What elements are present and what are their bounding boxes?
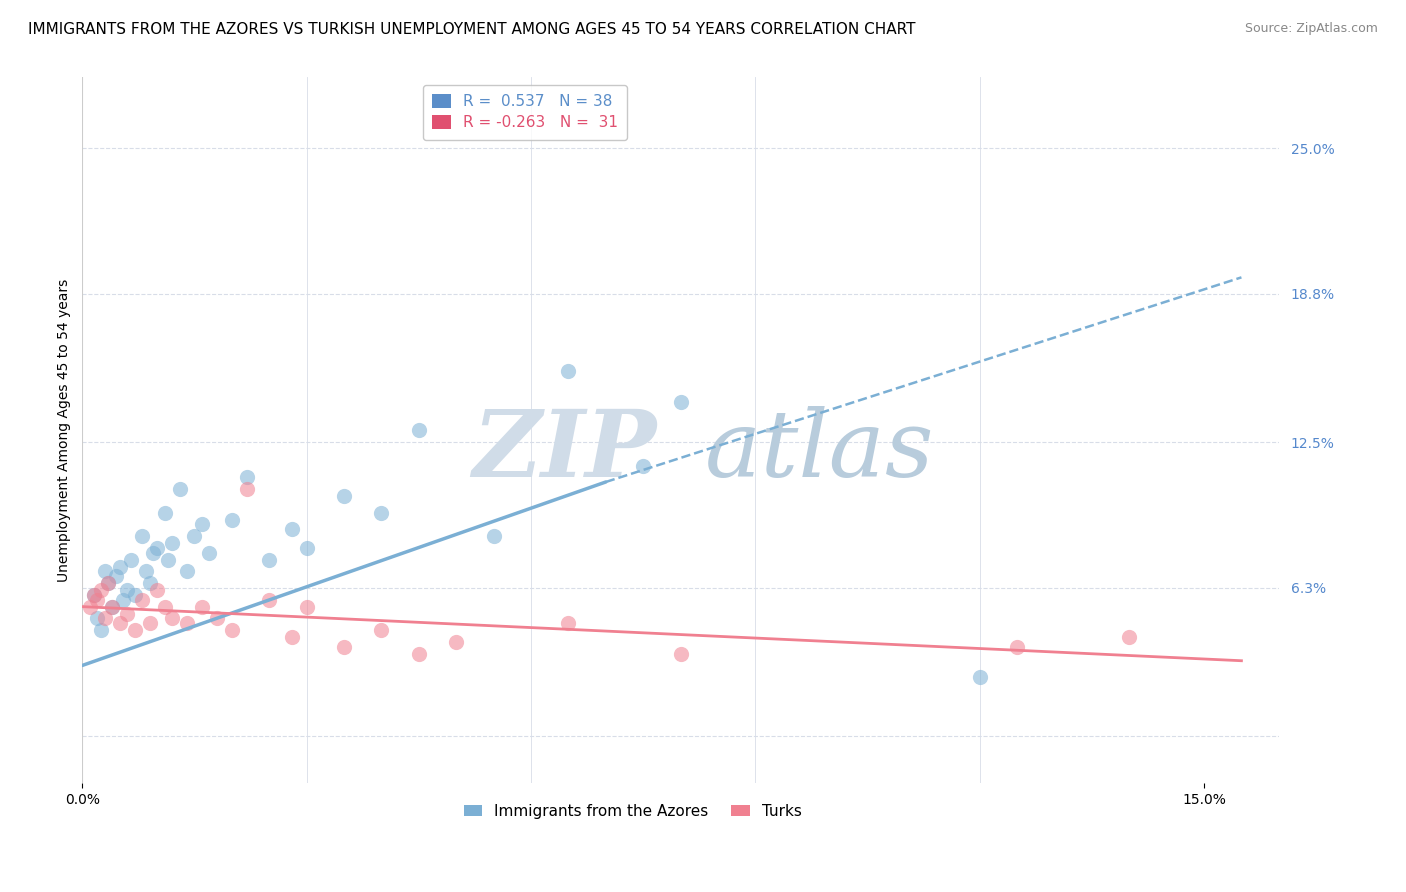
Point xyxy=(104,569,127,583)
Point xyxy=(97,576,120,591)
Point xyxy=(191,517,214,532)
Point xyxy=(370,506,392,520)
Point xyxy=(153,599,176,614)
Point xyxy=(86,592,108,607)
Point xyxy=(146,541,169,555)
Point xyxy=(124,623,146,637)
Point xyxy=(669,395,692,409)
Point xyxy=(138,576,160,591)
Point xyxy=(1005,640,1028,654)
Y-axis label: Unemployment Among Ages 45 to 54 years: Unemployment Among Ages 45 to 54 years xyxy=(58,278,72,582)
Point xyxy=(157,552,180,566)
Point xyxy=(370,623,392,637)
Point xyxy=(176,565,198,579)
Point xyxy=(101,599,124,614)
Point xyxy=(131,592,153,607)
Legend: Immigrants from the Azores, Turks: Immigrants from the Azores, Turks xyxy=(457,797,808,825)
Point xyxy=(444,635,467,649)
Point xyxy=(101,599,124,614)
Point xyxy=(280,522,302,536)
Point xyxy=(142,545,165,559)
Point xyxy=(90,583,112,598)
Point xyxy=(280,630,302,644)
Point xyxy=(259,552,281,566)
Point xyxy=(131,529,153,543)
Point xyxy=(221,623,243,637)
Point xyxy=(112,592,135,607)
Point xyxy=(408,423,430,437)
Point xyxy=(183,529,205,543)
Point xyxy=(295,599,318,614)
Point xyxy=(333,489,356,503)
Text: ZIP: ZIP xyxy=(472,407,657,497)
Point xyxy=(969,670,991,684)
Point xyxy=(97,576,120,591)
Point xyxy=(169,482,191,496)
Point xyxy=(333,640,356,654)
Point xyxy=(83,588,105,602)
Point xyxy=(160,611,183,625)
Point xyxy=(295,541,318,555)
Point xyxy=(93,565,115,579)
Point xyxy=(93,611,115,625)
Point xyxy=(408,647,430,661)
Text: atlas: atlas xyxy=(704,407,934,497)
Point xyxy=(120,552,142,566)
Point xyxy=(557,616,579,631)
Point xyxy=(83,588,105,602)
Point xyxy=(160,536,183,550)
Point xyxy=(557,364,579,378)
Point xyxy=(205,611,228,625)
Point xyxy=(108,559,131,574)
Point xyxy=(221,513,243,527)
Point xyxy=(108,616,131,631)
Point xyxy=(138,616,160,631)
Point xyxy=(482,529,505,543)
Point xyxy=(176,616,198,631)
Point xyxy=(79,599,101,614)
Point xyxy=(236,470,259,484)
Point xyxy=(90,623,112,637)
Point xyxy=(115,583,138,598)
Text: IMMIGRANTS FROM THE AZORES VS TURKISH UNEMPLOYMENT AMONG AGES 45 TO 54 YEARS COR: IMMIGRANTS FROM THE AZORES VS TURKISH UN… xyxy=(28,22,915,37)
Point xyxy=(191,599,214,614)
Text: Source: ZipAtlas.com: Source: ZipAtlas.com xyxy=(1244,22,1378,36)
Point xyxy=(115,607,138,621)
Point xyxy=(153,506,176,520)
Point xyxy=(198,545,221,559)
Point xyxy=(259,592,281,607)
Point xyxy=(146,583,169,598)
Point xyxy=(124,588,146,602)
Point xyxy=(135,565,157,579)
Point xyxy=(669,647,692,661)
Point xyxy=(1118,630,1140,644)
Point xyxy=(631,458,654,473)
Point xyxy=(236,482,259,496)
Point xyxy=(86,611,108,625)
